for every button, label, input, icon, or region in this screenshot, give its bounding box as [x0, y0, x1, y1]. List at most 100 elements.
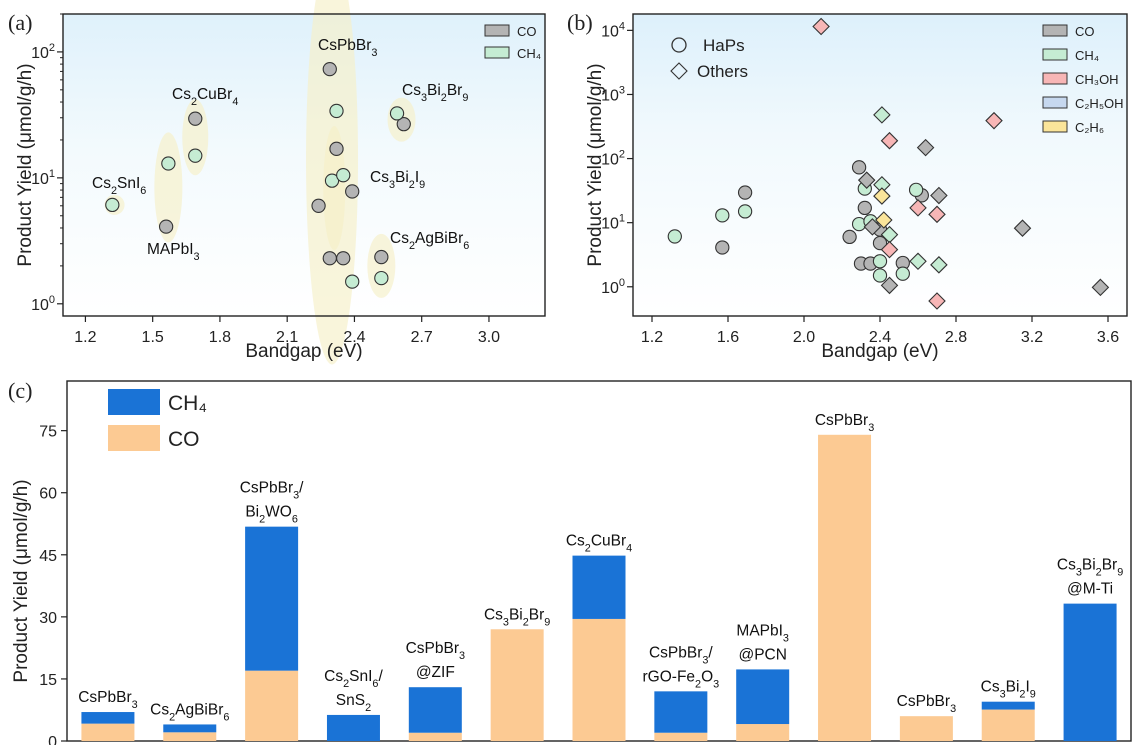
- data-point: [322, 251, 337, 266]
- legend-swatch: [1042, 48, 1068, 61]
- x-tick-label: 2.4: [869, 329, 891, 346]
- legend-swatch: [1042, 72, 1068, 85]
- legend-label: C₂H₆: [1075, 120, 1104, 135]
- legend-label: CO: [1075, 24, 1095, 39]
- highlight-ellipse: [154, 132, 183, 243]
- x-tick-label: 3.6: [1097, 329, 1119, 346]
- x-tick-label: 2.7: [411, 329, 433, 346]
- y-tick-label: 30: [39, 610, 57, 627]
- y-tick-label: 45: [39, 548, 57, 565]
- data-point: [872, 268, 888, 283]
- data-point-diamond: [928, 205, 946, 224]
- y-tick-label: 100: [601, 277, 625, 297]
- y-axis-title: Product Yield (μmol/g/h): [585, 63, 606, 266]
- annotation-label: Cs2SnI6: [92, 175, 146, 197]
- y-tick-label: 60: [39, 486, 57, 503]
- legend-swatch: [1042, 96, 1068, 109]
- data-point: [105, 197, 120, 213]
- bar-ch4: [1063, 603, 1117, 741]
- highlight-ellipse: [323, 126, 346, 251]
- bar-co: [654, 732, 708, 741]
- x-tick-label: 1.2: [74, 329, 96, 346]
- data-point: [311, 198, 326, 213]
- bar-co: [572, 618, 626, 741]
- x-tick-label: 2.4: [343, 329, 365, 346]
- bar-category-label: SnS2: [336, 692, 371, 714]
- data-point-diamond: [880, 240, 899, 259]
- bar-category-label: Cs3Bi2I9: [981, 679, 1036, 701]
- annotation-label: Cs3Bi2I9: [370, 169, 425, 191]
- legend-label: CO: [517, 24, 537, 39]
- data-point: [322, 61, 337, 77]
- data-point: [396, 116, 411, 132]
- data-point: [345, 184, 360, 199]
- bar-ch4: [572, 555, 626, 619]
- data-point: [188, 111, 203, 126]
- bar-ch4: [245, 526, 299, 671]
- bar-category-label: @ZIF: [416, 664, 455, 681]
- data-point: [851, 160, 867, 175]
- annotation-label: Cs2CuBr4: [172, 86, 238, 108]
- legend-marker-circle: [671, 37, 687, 53]
- bar-category-label: Cs2SnI6/: [324, 668, 383, 690]
- x-axis-title: Bandgap (eV): [821, 341, 938, 362]
- data-point-diamond: [873, 187, 891, 205]
- x-tick-label: 2.0: [793, 329, 815, 346]
- panel-label-c: (c): [8, 378, 32, 403]
- data-point: [336, 168, 351, 183]
- y-tick-label: 102: [31, 42, 55, 62]
- bar-category-label: Cs3Bi2Br9: [484, 606, 550, 628]
- legend-label: CH₄: [168, 392, 207, 415]
- bar-ch4: [736, 669, 790, 725]
- data-point-diamond: [930, 256, 948, 274]
- y-axis-title: Product Yield (μmol/g/h): [15, 63, 36, 266]
- data-point-diamond: [985, 111, 1003, 130]
- legend-label: CH₃OH: [1075, 72, 1119, 87]
- annotation-label: Cs3Bi2Br9: [402, 82, 468, 104]
- bar-category-label: rGO-Fe2O3: [643, 668, 720, 690]
- data-point: [667, 229, 682, 244]
- bar-co: [408, 732, 462, 741]
- bar-category-label: @M-Ti: [1067, 581, 1113, 598]
- x-tick-label: 2.1: [276, 329, 298, 346]
- legend-swatch: [484, 46, 510, 59]
- data-point: [389, 106, 405, 121]
- legend-label: Others: [697, 62, 748, 81]
- bar-ch4: [81, 712, 135, 724]
- data-point: [329, 141, 344, 156]
- bar-category-label: CsPbBr3: [406, 640, 465, 662]
- highlight-ellipse: [182, 99, 209, 176]
- data-point: [908, 182, 924, 198]
- data-point-diamond: [857, 171, 876, 189]
- annotation-label: Cs2AgBiBr6: [390, 230, 469, 252]
- data-point: [374, 249, 389, 265]
- data-point: [715, 208, 730, 223]
- bar-category-label: CsPbBr3/: [649, 644, 713, 666]
- y-tick-label: 100: [31, 294, 55, 314]
- legend-label: CO: [168, 428, 200, 451]
- data-point: [872, 254, 888, 269]
- bar-co: [163, 732, 217, 741]
- data-point: [857, 200, 872, 216]
- x-tick-label: 2.8: [945, 329, 967, 346]
- bar-category-label: Cs2CuBr4: [566, 533, 632, 555]
- x-axis-title: Bandgap (eV): [245, 341, 362, 362]
- y-tick-label: 101: [601, 213, 625, 233]
- bar-category-label: Bi2WO6: [245, 504, 298, 526]
- data-point-diamond: [930, 186, 948, 205]
- data-point-diamond: [1013, 219, 1032, 237]
- y-axis-title: Product Yield (μmol/g/h): [11, 479, 32, 682]
- bar-ch4: [326, 714, 380, 741]
- bar-category-label: @PCN: [738, 646, 786, 663]
- chart-bandgap-scatter-all: 1.2 1.6 2.0 2.4 2.8 3.2 3.6 100 101 102 103 104 Prod…: [567, 10, 1128, 362]
- data-point: [329, 103, 344, 119]
- x-tick-label: 3.0: [478, 329, 500, 346]
- data-point-diamond: [916, 138, 935, 157]
- data-point: [715, 240, 730, 255]
- bar-category-label: CsPbBr3: [78, 689, 137, 711]
- legend-label: CH₄: [517, 46, 541, 61]
- y-tick-label: 75: [39, 424, 57, 441]
- data-point: [324, 173, 340, 188]
- bar-category-label: CsPbBr3: [815, 412, 874, 434]
